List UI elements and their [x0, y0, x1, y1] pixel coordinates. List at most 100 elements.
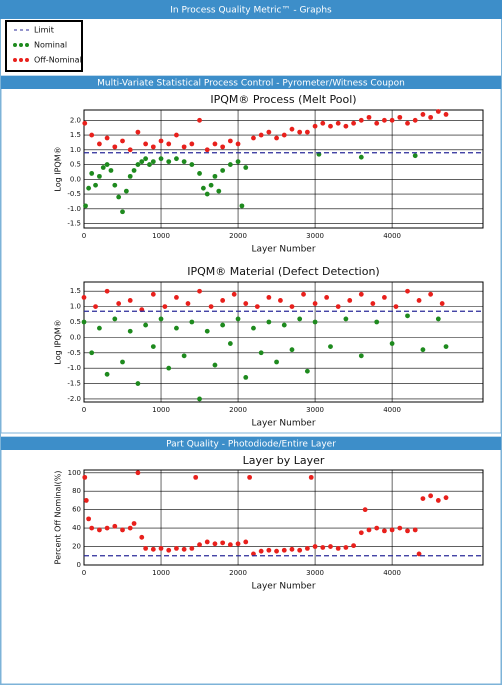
y-tick-label: 0.0 — [70, 175, 81, 183]
data-point — [158, 156, 164, 162]
data-point — [358, 291, 364, 297]
data-point — [428, 493, 434, 499]
data-point — [289, 347, 295, 353]
data-point — [405, 313, 410, 319]
data-point — [235, 316, 241, 322]
data-point — [216, 188, 222, 194]
data-point — [220, 144, 226, 150]
data-point — [416, 298, 422, 303]
data-point — [89, 525, 95, 531]
data-point — [83, 498, 89, 503]
data-point — [112, 316, 118, 322]
data-point — [335, 304, 341, 310]
data-point — [204, 539, 210, 545]
data-point — [139, 159, 145, 165]
data-point — [208, 182, 214, 188]
data-point — [193, 474, 199, 480]
x-axis-label: Layer Number — [251, 245, 315, 255]
data-point — [181, 353, 187, 359]
legend-label: Nominal — [34, 41, 67, 50]
data-point — [382, 117, 387, 123]
header-title: In Process Quality Metric™ - Graphs — [170, 6, 332, 16]
data-point — [197, 288, 202, 294]
data-point — [335, 545, 341, 551]
data-point — [301, 291, 306, 297]
data-point — [362, 507, 368, 513]
data-point — [174, 325, 179, 331]
data-point — [127, 328, 133, 334]
data-point — [366, 114, 372, 120]
data-point — [150, 291, 156, 297]
data-point — [351, 543, 356, 549]
data-point — [127, 147, 133, 153]
data-point — [200, 185, 206, 191]
data-point — [405, 528, 410, 534]
x-tick-label: 1000 — [152, 569, 170, 577]
data-point — [174, 294, 179, 300]
data-point — [123, 188, 129, 194]
data-point — [131, 168, 137, 173]
data-point — [189, 162, 195, 167]
data-point — [397, 114, 403, 120]
data-point — [150, 546, 156, 552]
y-tick-label: -0.5 — [67, 349, 81, 357]
data-point — [89, 350, 95, 356]
data-point — [320, 545, 326, 550]
data-point — [351, 120, 356, 126]
data-point — [231, 291, 237, 297]
data-point — [420, 496, 426, 501]
data-point — [220, 298, 226, 303]
data-point — [405, 120, 410, 126]
data-point — [189, 319, 195, 325]
data-point — [116, 194, 122, 200]
data-point — [104, 288, 110, 294]
data-point — [93, 182, 98, 188]
data-point — [120, 359, 125, 365]
y-tick-label: 2.0 — [70, 116, 81, 124]
data-point — [166, 547, 172, 553]
data-point — [97, 527, 102, 533]
data-point — [304, 368, 310, 374]
data-point — [328, 344, 333, 350]
chart-title: IPQM® Process (Melt Pool) — [210, 93, 356, 106]
data-point — [212, 141, 218, 147]
x-tick-label: 2000 — [229, 569, 247, 577]
data-point — [174, 156, 179, 162]
data-point — [297, 129, 303, 135]
data-point — [212, 541, 218, 547]
x-tick-label: 3000 — [306, 232, 324, 240]
y-axis-label: Log IPQM® — [54, 146, 63, 191]
y-tick-label: -1.0 — [67, 364, 81, 372]
y-tick-label: -1.0 — [67, 205, 81, 213]
data-point — [220, 168, 226, 173]
plot-area — [83, 281, 484, 403]
chart-title: Layer by Layer — [243, 454, 325, 467]
data-point — [304, 129, 310, 135]
data-point — [158, 316, 164, 322]
data-point — [158, 545, 164, 551]
section-title: Multi-Variate Statistical Process Contro… — [97, 79, 405, 89]
y-axis-label: Percent Off Nominal(%) — [54, 471, 63, 565]
data-point — [382, 528, 387, 534]
data-point — [239, 203, 245, 209]
data-point — [374, 525, 380, 531]
x-axis-label: Layer Number — [251, 419, 315, 429]
data-point — [235, 159, 241, 165]
data-point — [104, 525, 110, 531]
data-point — [343, 545, 349, 550]
data-point — [204, 328, 210, 334]
y-tick-label: 1.5 — [70, 131, 81, 139]
data-point — [143, 545, 149, 551]
data-point — [243, 374, 249, 380]
data-point — [289, 304, 295, 310]
data-point — [235, 541, 241, 547]
data-point — [358, 353, 364, 359]
data-point — [266, 129, 272, 135]
data-point — [97, 325, 102, 331]
data-point — [166, 159, 172, 165]
data-point — [135, 129, 141, 135]
data-point — [389, 527, 395, 533]
y-tick-label: -0.5 — [67, 190, 81, 198]
data-point — [112, 182, 118, 188]
data-point — [251, 325, 256, 331]
